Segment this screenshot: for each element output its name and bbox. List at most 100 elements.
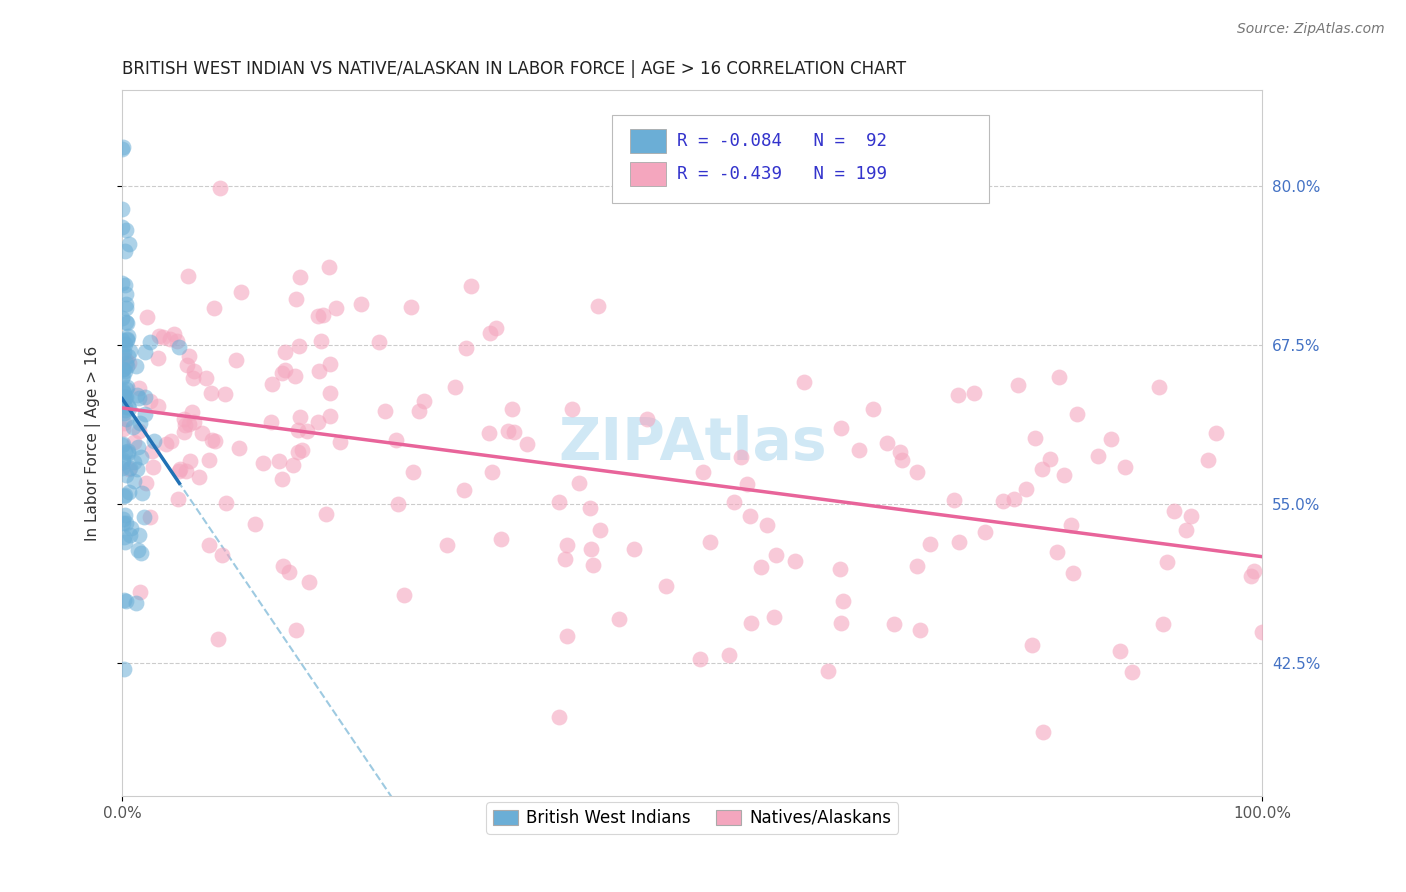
Point	[285, 292, 308, 306]
Point	[830, 421, 852, 435]
Point	[862, 401, 884, 416]
Point	[623, 541, 645, 556]
Point	[692, 465, 714, 479]
Point	[143, 434, 166, 448]
Point	[908, 624, 931, 638]
Point	[112, 406, 135, 420]
Point	[114, 337, 136, 351]
Point	[943, 492, 966, 507]
Point	[262, 376, 284, 391]
Point	[146, 351, 169, 366]
Point	[1015, 483, 1038, 497]
Point	[115, 390, 138, 404]
Point	[1053, 468, 1076, 483]
Point	[115, 333, 138, 347]
Point	[287, 339, 309, 353]
Point	[111, 202, 134, 216]
Point	[111, 368, 134, 383]
Point	[111, 392, 134, 406]
Point	[325, 301, 347, 315]
Point	[188, 470, 211, 484]
Y-axis label: In Labor Force | Age > 16: In Labor Force | Age > 16	[86, 345, 101, 541]
Point	[318, 386, 340, 401]
Point	[876, 435, 898, 450]
Point	[117, 349, 139, 363]
Point	[567, 476, 589, 491]
Point	[114, 353, 136, 368]
Point	[180, 405, 202, 419]
Text: R = -0.439   N = 199: R = -0.439 N = 199	[678, 164, 887, 183]
Point	[765, 548, 787, 562]
Point	[1032, 724, 1054, 739]
Point	[271, 559, 294, 574]
Point	[179, 454, 201, 468]
Point	[177, 417, 200, 431]
Point	[111, 362, 134, 376]
Point	[229, 285, 252, 300]
Point	[783, 553, 806, 567]
Point	[740, 616, 762, 631]
Point	[436, 538, 458, 552]
FancyBboxPatch shape	[613, 115, 988, 203]
Point	[288, 270, 311, 285]
Point	[111, 512, 134, 526]
Point	[589, 523, 612, 537]
Point	[122, 420, 145, 434]
Point	[444, 379, 467, 393]
Point	[114, 391, 136, 405]
Point	[112, 392, 135, 406]
Point	[453, 483, 475, 497]
Point	[460, 279, 482, 293]
Point	[207, 632, 229, 646]
Text: Source: ZipAtlas.com: Source: ZipAtlas.com	[1237, 22, 1385, 37]
Point	[114, 364, 136, 378]
Point	[111, 371, 134, 385]
Point	[730, 450, 752, 464]
Point	[1109, 644, 1132, 658]
Point	[1066, 407, 1088, 421]
Point	[312, 308, 335, 322]
Point	[1121, 665, 1143, 680]
Point	[267, 454, 290, 468]
Point	[215, 496, 238, 510]
Point	[287, 444, 309, 458]
Point	[1149, 380, 1171, 394]
Point	[252, 456, 274, 470]
Point	[295, 424, 318, 438]
Point	[114, 534, 136, 549]
Point	[920, 537, 942, 551]
Point	[315, 507, 337, 521]
Point	[1163, 504, 1185, 518]
Point	[141, 444, 163, 458]
Point	[830, 562, 852, 576]
Point	[749, 559, 772, 574]
Point	[1197, 452, 1219, 467]
Point	[555, 539, 578, 553]
Point	[120, 528, 142, 542]
Point	[699, 534, 721, 549]
Point	[274, 344, 297, 359]
FancyBboxPatch shape	[630, 129, 666, 153]
Point	[128, 381, 150, 395]
Point	[1024, 431, 1046, 445]
Point	[1251, 624, 1274, 639]
Point	[114, 488, 136, 502]
Point	[117, 446, 139, 460]
Point	[1152, 617, 1174, 632]
Point	[139, 509, 162, 524]
Point	[501, 402, 523, 417]
Point	[112, 385, 135, 400]
Point	[201, 433, 224, 447]
Point	[111, 516, 134, 531]
Point	[112, 593, 135, 607]
Point	[260, 415, 283, 429]
Point	[111, 345, 134, 359]
Point	[1099, 433, 1122, 447]
Point	[115, 356, 138, 370]
Point	[481, 465, 503, 479]
Point	[198, 452, 221, 467]
Point	[309, 334, 332, 348]
Point	[1002, 492, 1025, 507]
Point	[384, 433, 406, 447]
Point	[401, 300, 423, 314]
